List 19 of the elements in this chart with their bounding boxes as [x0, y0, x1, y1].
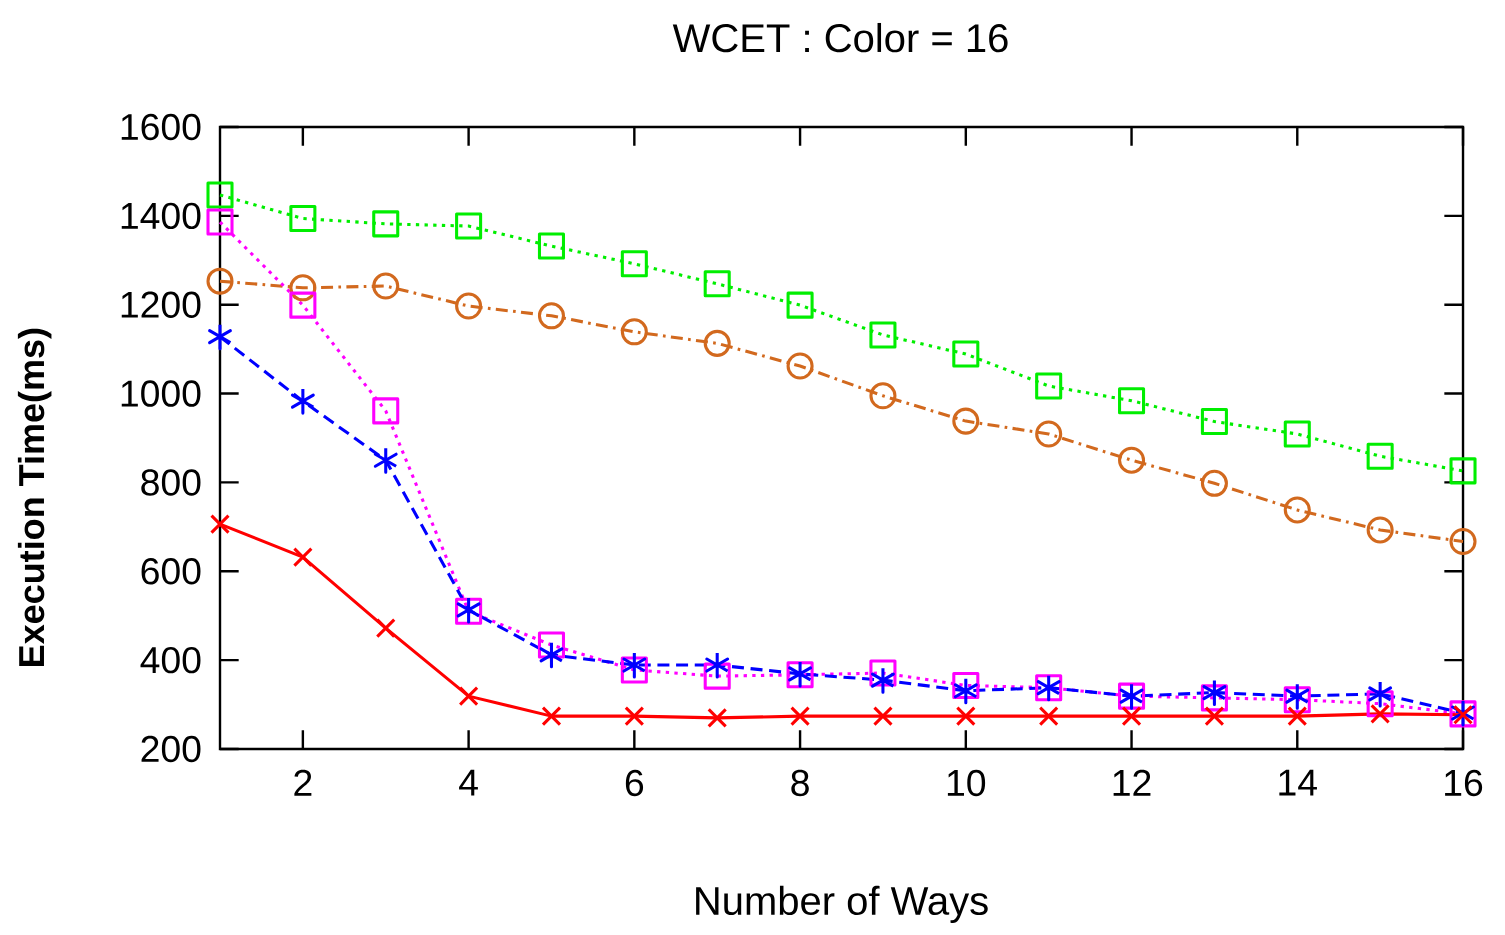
- y-tick-label: 800: [141, 469, 201, 496]
- y-tick-label: 1000: [121, 380, 201, 407]
- y-tick-label: 400: [140, 646, 201, 674]
- x-axis-title: Number of Ways: [696, 885, 988, 923]
- x-tick-label: 2: [294, 769, 312, 796]
- y-axis-title: Execution Time(ms): [17, 328, 52, 666]
- y-tick-label: 200: [141, 735, 201, 763]
- x-tick-label: 8: [791, 769, 809, 797]
- chart-title: WCET : Color = 16: [672, 22, 1008, 53]
- y-tick-label: 1200: [121, 291, 201, 318]
- y-tick-label: 1400: [121, 202, 201, 230]
- x-tick-label: 10: [947, 769, 986, 797]
- x-tick-label: 14: [1279, 769, 1317, 796]
- y-tick-label: 600: [141, 558, 201, 585]
- x-tick-label: 6: [625, 769, 644, 797]
- x-tick-label: 12: [1113, 769, 1151, 796]
- y-tick-label: 1600: [121, 113, 201, 141]
- x-tick-label: 4: [459, 769, 478, 796]
- x-tick-label: 16: [1445, 769, 1483, 797]
